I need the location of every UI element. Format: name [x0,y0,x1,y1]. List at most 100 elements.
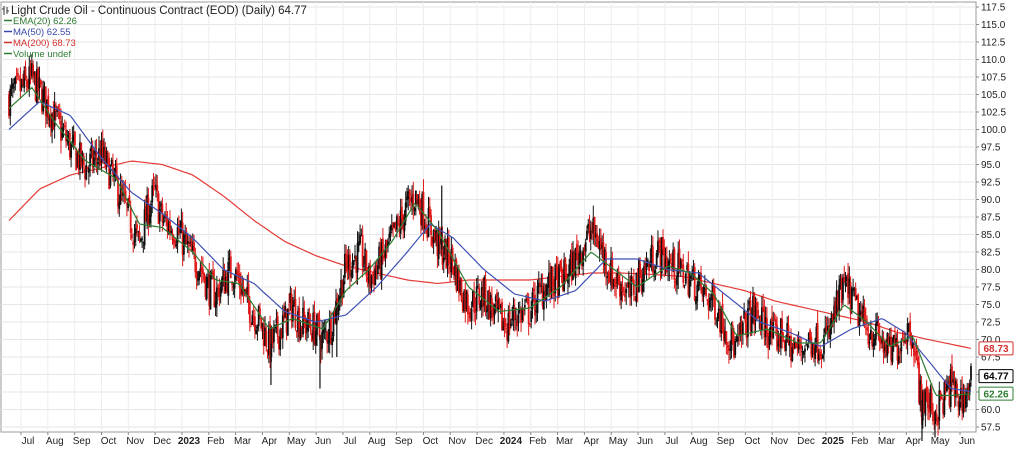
candle [369,259,372,296]
candle [773,312,776,322]
candle [84,165,86,188]
candle [437,220,440,267]
candle [757,301,759,320]
y-tick-label: 70.0 [981,335,1001,346]
candle [292,297,294,328]
candle [597,235,600,250]
candle [10,78,13,97]
candle [34,71,37,102]
candle [710,293,713,312]
candle [473,281,476,322]
legend-label: EMA(20) 62.26 [13,16,77,27]
candle [933,410,936,430]
candle [627,271,630,298]
candle [93,149,95,174]
candle [800,336,803,362]
candle [433,225,436,244]
candle [891,337,894,366]
candle [619,271,621,306]
candle [517,301,520,332]
candle [513,298,516,332]
x-tick-label: Feb [851,436,869,447]
candle [43,81,46,103]
candle [662,229,664,256]
candle [185,227,188,245]
candle [14,75,17,91]
x-tick-label: Mar [234,436,252,447]
candle [826,316,829,343]
candle [731,321,734,345]
candle [264,316,266,347]
x-tick-label: Nov [126,436,144,447]
ema20-line-path [8,86,972,397]
candle [39,79,42,88]
candle [217,283,220,298]
candle [87,165,90,185]
candle [830,311,833,335]
candle [303,300,306,329]
candle [578,245,581,275]
candle [360,228,363,237]
candle [778,333,781,352]
candle [349,249,351,289]
x-tick-label: 2023 [178,436,201,447]
candle [858,302,861,336]
x-tick-label: Jun [637,436,653,447]
x-tick-label: Jul [665,436,678,447]
badge-box [978,369,1014,384]
candle [792,337,795,354]
candle [719,301,721,338]
candle [56,106,59,118]
candle [854,282,857,301]
candle [241,275,244,297]
candle [766,307,768,349]
candle [233,274,236,298]
candle [181,211,184,267]
grid-lines [1,2,976,432]
candle [535,298,538,323]
candle [725,331,728,355]
candle [574,247,577,286]
candle [729,340,732,360]
candle [880,336,882,349]
candle [278,336,280,356]
candle [68,129,71,160]
candle [279,327,282,357]
candle [904,331,906,344]
candle [600,228,602,255]
candle [496,289,498,313]
candle [390,214,393,234]
candle [970,363,972,387]
candle [389,224,392,242]
candle [247,272,250,315]
candle [148,204,151,228]
candle [762,293,765,312]
price-badge: 68.73 [978,341,1014,356]
candle [131,228,133,241]
candle [456,265,459,292]
candle [371,272,374,285]
candle [497,291,500,323]
candle [288,293,291,316]
candle [847,263,849,305]
candle [422,179,425,241]
candle [925,379,928,403]
x-tick-label: Aug [46,436,64,447]
candle [594,225,597,248]
candle [436,229,439,269]
candle [311,330,313,343]
candle [963,384,966,412]
x-tick-label: Apr [906,436,922,447]
candle [460,277,463,303]
candle [48,115,51,128]
candle [958,395,961,416]
candle [606,271,609,290]
candle [15,67,18,84]
candle [706,298,709,306]
candle [561,268,564,292]
candle [735,334,738,343]
ema20-line [8,86,972,397]
badge-box [978,341,1014,356]
candle [928,392,931,421]
